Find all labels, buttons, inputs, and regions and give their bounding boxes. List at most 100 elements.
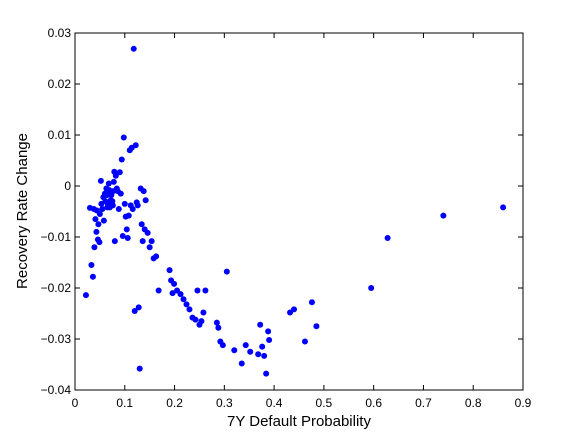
data-point [117, 190, 124, 197]
data-point [124, 235, 131, 242]
data-point [82, 292, 89, 299]
data-point [131, 307, 138, 314]
data-point [213, 319, 220, 326]
x-tick-label: 0.8 [465, 396, 482, 410]
data-point [146, 244, 153, 251]
data-point [247, 348, 254, 355]
data-point [105, 180, 112, 187]
data-point [123, 226, 130, 233]
data-point [91, 244, 98, 251]
data-point [100, 217, 107, 224]
data-point [194, 287, 201, 294]
y-tick-label: 0.03 [48, 26, 72, 40]
data-point [266, 337, 273, 344]
data-point [368, 285, 375, 291]
data-point [130, 45, 137, 52]
data-point [259, 343, 266, 350]
x-axis-label: 7Y Default Probability [227, 413, 371, 430]
data-point [192, 316, 199, 323]
data-point [219, 342, 226, 349]
data-point [500, 204, 507, 211]
y-tick-label: 0.02 [48, 77, 72, 91]
data-point [92, 216, 99, 223]
data-point [155, 287, 162, 294]
data-points [82, 45, 507, 377]
x-tick-label: 0.5 [316, 396, 333, 410]
data-point [111, 238, 118, 245]
data-point [120, 134, 127, 141]
y-tick-labels: −0.04 −0.03 −0.02 −0.01 0 0.01 0.02 0.03 [41, 26, 72, 397]
data-point [308, 299, 315, 306]
data-point [136, 365, 143, 372]
axis-ticks [74, 32, 524, 391]
data-point [238, 360, 245, 367]
data-point [144, 229, 151, 236]
x-tick-label: 0.6 [365, 396, 382, 410]
data-point [96, 239, 103, 246]
data-point [171, 280, 178, 287]
data-point [440, 212, 447, 219]
y-tick-label: −0.02 [41, 281, 72, 295]
data-point [96, 211, 103, 218]
data-point [166, 267, 173, 274]
data-point [132, 142, 139, 149]
data-point [231, 347, 238, 354]
data-point [265, 328, 272, 335]
data-point [116, 169, 123, 176]
data-point [261, 352, 268, 359]
data-point [110, 178, 117, 185]
data-point [255, 351, 262, 358]
data-point [384, 235, 391, 242]
x-tick-label: 0.7 [415, 396, 432, 410]
data-point [109, 202, 116, 209]
data-point [99, 205, 106, 212]
data-point [263, 370, 270, 377]
data-point [121, 200, 128, 207]
y-tick-label: 0.01 [48, 128, 72, 142]
data-point [148, 238, 155, 245]
data-point [119, 232, 126, 239]
data-point [140, 188, 147, 195]
x-tick-label: 0.3 [216, 396, 233, 410]
data-point [135, 304, 142, 311]
data-point [93, 228, 100, 235]
data-point [125, 212, 132, 219]
y-axis-label: Recovery Rate Change [14, 133, 31, 289]
data-point [257, 321, 264, 328]
x-tick-label: 0.9 [515, 396, 532, 410]
y-tick-label: −0.01 [41, 230, 72, 244]
data-point [115, 205, 122, 212]
x-tick-label: 0.1 [116, 396, 133, 410]
x-tick-label: 0 [72, 396, 79, 410]
x-tick-labels: 0 0.1 0.2 0.3 0.4 0.5 0.6 0.7 0.8 0.9 [72, 396, 532, 410]
data-point [88, 262, 95, 269]
data-point [129, 205, 136, 212]
data-point [223, 268, 230, 275]
x-tick-label: 0.4 [266, 396, 283, 410]
data-point [291, 306, 298, 313]
data-point [97, 177, 104, 184]
y-tick-label: −0.04 [41, 383, 72, 397]
data-point [313, 323, 320, 330]
data-point [215, 324, 222, 331]
data-point [177, 291, 184, 298]
data-point [89, 273, 96, 280]
data-point [142, 197, 149, 204]
data-point [169, 290, 176, 297]
plot-area [74, 32, 524, 391]
data-point [183, 301, 190, 308]
data-point [138, 221, 145, 228]
data-point [118, 156, 125, 163]
data-point [180, 296, 187, 303]
data-point [134, 202, 141, 209]
data-point [112, 172, 119, 179]
data-point [153, 253, 160, 260]
x-tick-label: 0.2 [166, 396, 183, 410]
data-point [186, 306, 193, 313]
data-point [301, 338, 308, 345]
y-tick-label: −0.03 [41, 332, 72, 346]
data-point [198, 318, 205, 325]
data-point [202, 287, 209, 294]
y-tick-label: 0 [64, 179, 71, 193]
